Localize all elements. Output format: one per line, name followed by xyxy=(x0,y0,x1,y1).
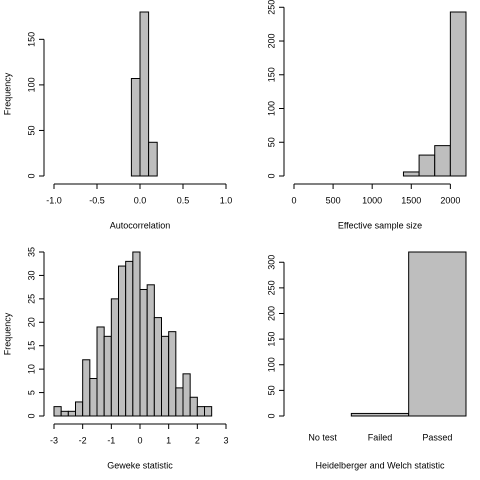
histogram-bar xyxy=(148,141,158,177)
histogram-bar xyxy=(60,410,69,417)
y-tick-label: 5 xyxy=(26,390,36,395)
x-tick-label: No test xyxy=(308,432,337,442)
x-tick-label: 1500 xyxy=(401,195,421,205)
x-tick-label: 1 xyxy=(166,435,171,445)
histogram-bar xyxy=(175,387,184,417)
x-tick-label: 0.0 xyxy=(134,195,147,205)
x-tick-label: 500 xyxy=(326,195,341,205)
y-tick-label: 10 xyxy=(26,364,36,374)
histogram-bar xyxy=(96,326,105,417)
bar xyxy=(408,251,467,417)
x-tick-label: -2 xyxy=(79,435,87,445)
histogram-bar xyxy=(139,288,148,417)
x-axis-label: Effective sample size xyxy=(338,220,422,230)
x-tick-label: -1 xyxy=(107,435,115,445)
histogram-bar xyxy=(67,410,77,417)
histogram-bar xyxy=(82,359,91,417)
x-tick-label: -1.0 xyxy=(46,195,62,205)
y-tick-label: 0 xyxy=(26,413,36,418)
y-tick-label: 50 xyxy=(266,385,276,395)
histogram-bar xyxy=(182,373,191,417)
y-tick-label: 50 xyxy=(266,137,276,147)
y-tick-label: 150 xyxy=(26,32,36,47)
y-tick-label: 0 xyxy=(26,173,36,178)
histogram-bar xyxy=(168,331,177,417)
histogram-bar xyxy=(161,335,170,417)
y-tick-label: 200 xyxy=(266,306,276,321)
x-axis-label: Autocorrelation xyxy=(110,220,171,230)
histogram-bar xyxy=(110,298,120,417)
histogram-bar xyxy=(132,251,141,417)
histogram-bar xyxy=(449,11,467,177)
y-tick-label: 0 xyxy=(266,413,276,418)
histogram-bar xyxy=(196,406,205,417)
x-tick-label: -0.5 xyxy=(89,195,105,205)
histogram-bar xyxy=(402,171,420,177)
y-tick-label: 25 xyxy=(26,294,36,304)
y-tick-label: 0 xyxy=(266,173,276,178)
x-tick-label: 3 xyxy=(223,435,228,445)
x-axis-label: Geweke statistic xyxy=(107,460,173,470)
y-tick-label: 20 xyxy=(26,317,36,327)
histogram-bar xyxy=(130,78,141,177)
histogram-bar xyxy=(204,406,213,417)
x-tick-label: 0.5 xyxy=(177,195,190,205)
y-tick-label: 50 xyxy=(26,125,36,135)
y-tick-label: 30 xyxy=(26,270,36,280)
histogram-bar xyxy=(53,406,62,417)
y-tick-label: 250 xyxy=(266,280,276,295)
y-axis-label: Frequency xyxy=(2,72,12,115)
y-tick-label: 100 xyxy=(266,357,276,372)
histogram-bar xyxy=(139,11,150,177)
histogram-bar xyxy=(189,396,198,417)
y-tick-label: 200 xyxy=(266,34,276,49)
x-tick-label: 1.0 xyxy=(220,195,233,205)
bar xyxy=(350,412,410,417)
y-tick-label: 250 xyxy=(266,0,276,15)
y-tick-label: 150 xyxy=(266,67,276,82)
histogram-bar xyxy=(146,284,155,417)
y-tick-label: 35 xyxy=(26,247,36,257)
y-axis-label: Frequency xyxy=(2,312,12,355)
x-tick-label: Passed xyxy=(422,432,452,442)
x-tick-label: Failed xyxy=(368,432,393,442)
histogram-bar xyxy=(153,317,162,417)
histogram-bar xyxy=(89,378,98,417)
x-tick-label: 2 xyxy=(195,435,200,445)
histogram-bar xyxy=(125,260,134,417)
y-tick-label: 150 xyxy=(266,332,276,347)
histogram-bar xyxy=(103,335,112,417)
x-tick-label: 0 xyxy=(291,195,296,205)
histogram-bar xyxy=(434,145,451,177)
x-axis-label: Heidelberger and Welch statistic xyxy=(316,460,445,470)
x-tick-label: -3 xyxy=(50,435,58,445)
histogram-bar xyxy=(418,154,436,177)
x-tick-label: 1000 xyxy=(362,195,382,205)
x-tick-label: 0 xyxy=(137,435,142,445)
y-tick-label: 300 xyxy=(266,255,276,270)
y-tick-label: 100 xyxy=(266,101,276,116)
histogram-bar xyxy=(75,401,84,417)
y-tick-label: 100 xyxy=(26,77,36,92)
histogram-bar xyxy=(118,265,127,417)
x-tick-label: 2000 xyxy=(440,195,460,205)
y-tick-label: 15 xyxy=(26,341,36,351)
